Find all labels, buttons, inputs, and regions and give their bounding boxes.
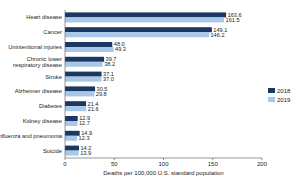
bar <box>65 77 101 82</box>
bar <box>65 91 94 96</box>
data-label: 49.3 <box>115 46 126 52</box>
bar <box>65 146 79 151</box>
category-label: Alzheimer disease <box>15 88 62 94</box>
bar <box>65 42 112 47</box>
category-label: Unintentional injuries <box>8 44 62 50</box>
bar <box>65 12 226 17</box>
category-label-line: Influenza and pneumonia <box>0 133 63 139</box>
category-label-line: Unintentional injuries <box>8 44 62 50</box>
category-label-line: Alzheimer disease <box>15 88 62 94</box>
data-label: 37.0 <box>103 76 114 82</box>
x-tick-label: 100 <box>158 161 169 167</box>
legend-label: 2018 <box>277 88 291 94</box>
category-label-line: Cancer <box>43 29 62 35</box>
x-tick-label: 0 <box>63 161 67 167</box>
category-label-line: respiratory disease <box>13 62 62 68</box>
data-label: 13.9 <box>80 150 91 156</box>
category-label-line: Diabetes <box>39 103 62 109</box>
x-tick <box>114 158 115 160</box>
bar <box>65 121 78 126</box>
data-label: 38.2 <box>104 61 115 67</box>
category-label: Diabetes <box>39 103 62 109</box>
x-tick <box>212 158 213 160</box>
legend-swatch <box>268 97 275 102</box>
bar <box>65 27 212 32</box>
y-axis-line <box>65 10 66 158</box>
category-label: Stroke <box>45 74 62 80</box>
category-label-line: Chronic lower <box>27 56 63 62</box>
bar <box>65 106 86 111</box>
bar <box>65 32 209 37</box>
x-tick-label: 50 <box>111 161 118 167</box>
x-tick <box>65 158 66 160</box>
data-label: 29.8 <box>96 91 107 97</box>
bar <box>65 136 77 141</box>
bar <box>65 86 95 91</box>
x-tick-label: 150 <box>208 161 219 167</box>
category-label-line: Stroke <box>45 74 62 80</box>
bar <box>65 101 86 106</box>
x-tick <box>262 158 263 160</box>
data-label: 21.6 <box>88 106 99 112</box>
bar <box>65 47 114 52</box>
bar <box>65 17 224 22</box>
category-label: Heart disease <box>26 14 62 20</box>
data-label: 12.7 <box>79 120 90 126</box>
category-label: Chronic lowerrespiratory disease <box>13 56 62 68</box>
category-label: Suicide <box>43 148 62 154</box>
x-tick-label: 200 <box>257 161 268 167</box>
category-label-line: Heart disease <box>26 14 62 20</box>
x-axis-label: Deaths per 100,000 U.S. standard populat… <box>103 170 223 176</box>
bars <box>65 12 226 155</box>
data-labels: 163.6161.5149.1146.248.049.339.738.237.1… <box>79 12 242 156</box>
legend-label: 2019 <box>277 97 291 103</box>
bar <box>65 57 104 62</box>
category-label-line: Suicide <box>43 148 62 154</box>
category-label: Kidney disease <box>23 118 62 124</box>
bar <box>65 72 102 77</box>
category-label: Cancer <box>43 29 62 35</box>
x-tick <box>163 158 164 160</box>
legend-swatch <box>268 88 275 93</box>
category-label: Influenza and pneumonia <box>0 133 63 139</box>
data-label: 12.3 <box>79 135 90 141</box>
data-label: 161.5 <box>226 17 240 23</box>
bar <box>65 151 79 156</box>
data-label: 146.2 <box>211 32 225 38</box>
bar <box>65 116 78 121</box>
bar <box>65 131 80 136</box>
category-label-line: Kidney disease <box>23 118 62 124</box>
bar <box>65 62 103 67</box>
chart: 163.6161.5149.1146.248.049.339.738.237.1… <box>0 0 300 183</box>
